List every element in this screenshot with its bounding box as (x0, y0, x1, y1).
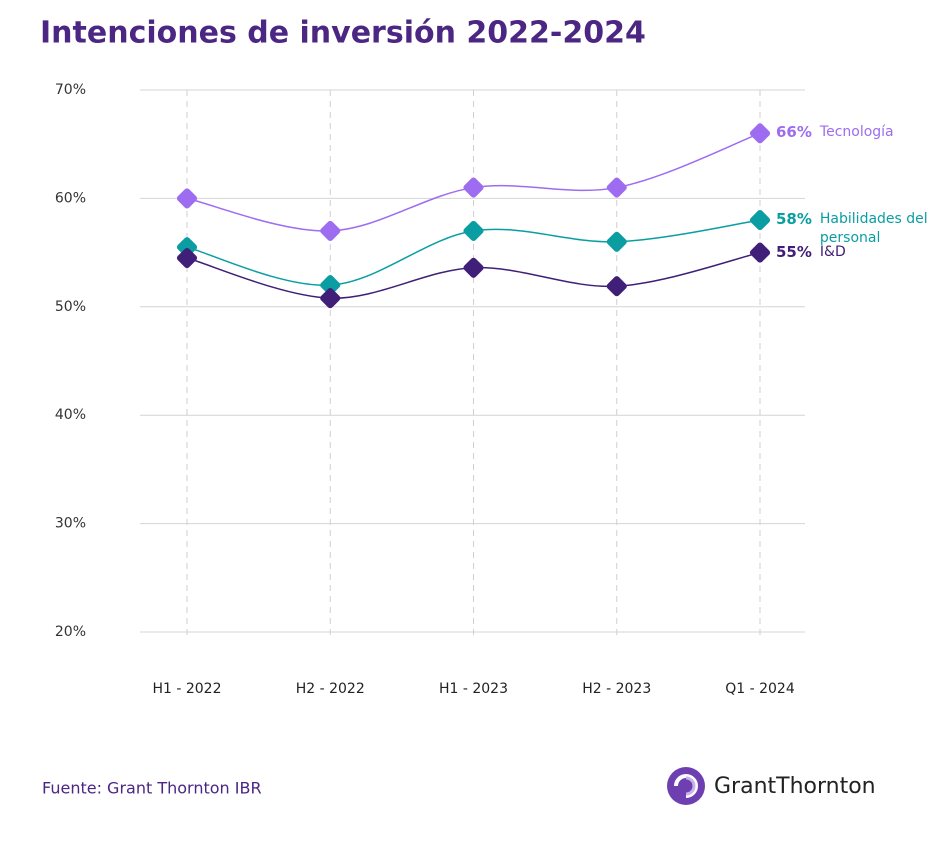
source: Fuente: Grant Thornton IBR (42, 779, 262, 798)
marker (606, 231, 627, 252)
marker (606, 276, 627, 297)
marker (176, 188, 198, 209)
y-tick-label: 70% (55, 82, 86, 98)
y-tick-label: 50% (55, 299, 86, 315)
value-label: 55% (776, 242, 812, 261)
logo-text: GrantThornton (714, 774, 876, 799)
y-tick-label: 20% (55, 624, 86, 640)
x-tick-label: H1 - 2023 (439, 681, 508, 697)
value-label: 58% (776, 210, 812, 229)
x-tick-label: H1 - 2022 (152, 681, 221, 697)
x-tick-label: Q1 - 2024 (725, 681, 795, 697)
legend-label: Tecnología (819, 124, 894, 141)
marker (463, 177, 484, 198)
logo-icon (667, 767, 705, 805)
x-tick-label: H2 - 2023 (582, 681, 651, 697)
end-label: 58% Habilidades del personal (776, 210, 930, 248)
marker (463, 220, 484, 241)
marker (176, 247, 198, 269)
marker (320, 275, 341, 296)
chart-title: Intenciones de inversión 2022-2024 (40, 16, 646, 51)
y-tick-label: 60% (55, 190, 86, 206)
marker (606, 177, 627, 198)
y-tick-label: 40% (55, 407, 86, 423)
marker (320, 288, 341, 309)
legend-label: Habilidades del personal (819, 211, 928, 247)
end-label: 66% Tecnología (776, 123, 930, 142)
end-label: 55% I&D (776, 243, 930, 262)
marker (320, 220, 341, 241)
value-label: 66% (776, 123, 812, 142)
marker (463, 257, 484, 278)
x-tick-label: H2 - 2022 (296, 681, 365, 697)
marker (749, 242, 771, 263)
legend-label: I&D (819, 243, 846, 260)
y-tick-label: 30% (55, 516, 86, 532)
marker (749, 210, 771, 231)
marker (749, 123, 771, 144)
